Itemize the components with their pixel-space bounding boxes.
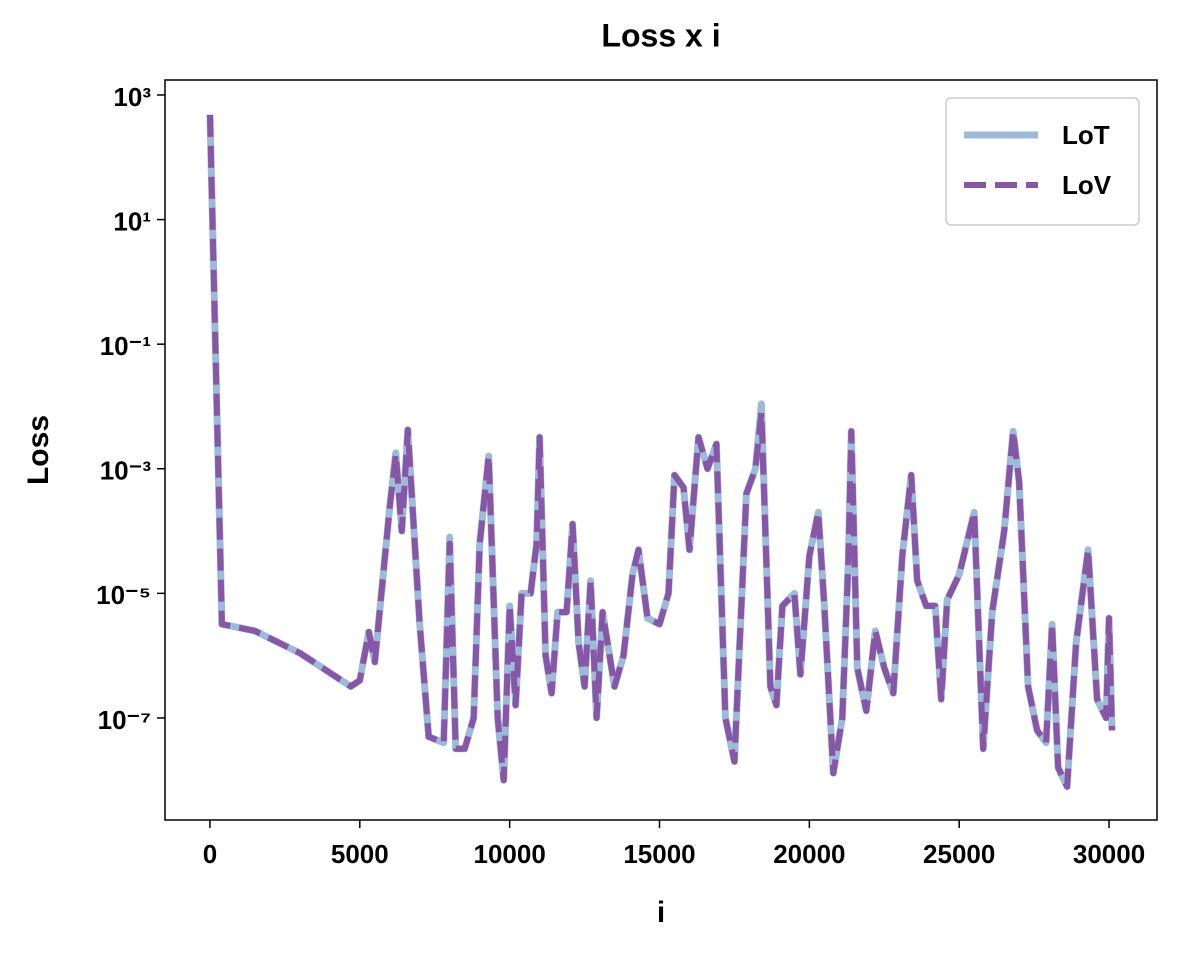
y-tick-label: 10⁻⁵ (96, 580, 151, 610)
x-tick-label: 0 (203, 839, 217, 869)
plot-frame (164, 79, 1158, 821)
y-tick-label: 10¹ (113, 206, 151, 236)
legend-label: LoT (1062, 120, 1110, 150)
x-tick-label: 20000 (773, 839, 845, 869)
y-tick-label: 10³ (113, 82, 151, 112)
y-tick-label: 10⁻³ (100, 456, 152, 486)
y-axis-label: Loss (22, 415, 55, 485)
y-tick-label: 10⁻⁷ (98, 705, 151, 735)
x-tick-label: 30000 (1073, 839, 1145, 869)
legend-box (945, 97, 1140, 226)
x-tick-label: 10000 (473, 839, 545, 869)
x-tick-label: 15000 (623, 839, 695, 869)
legend-label: LoV (1062, 170, 1112, 200)
line-series (207, 114, 1115, 790)
chart-title: Loss x i (601, 17, 720, 53)
x-axis-label: i (657, 896, 665, 929)
x-tick-label: 25000 (923, 839, 995, 869)
y-tick-label: 10⁻¹ (100, 331, 151, 361)
x-tick-label: 5000 (331, 839, 389, 869)
